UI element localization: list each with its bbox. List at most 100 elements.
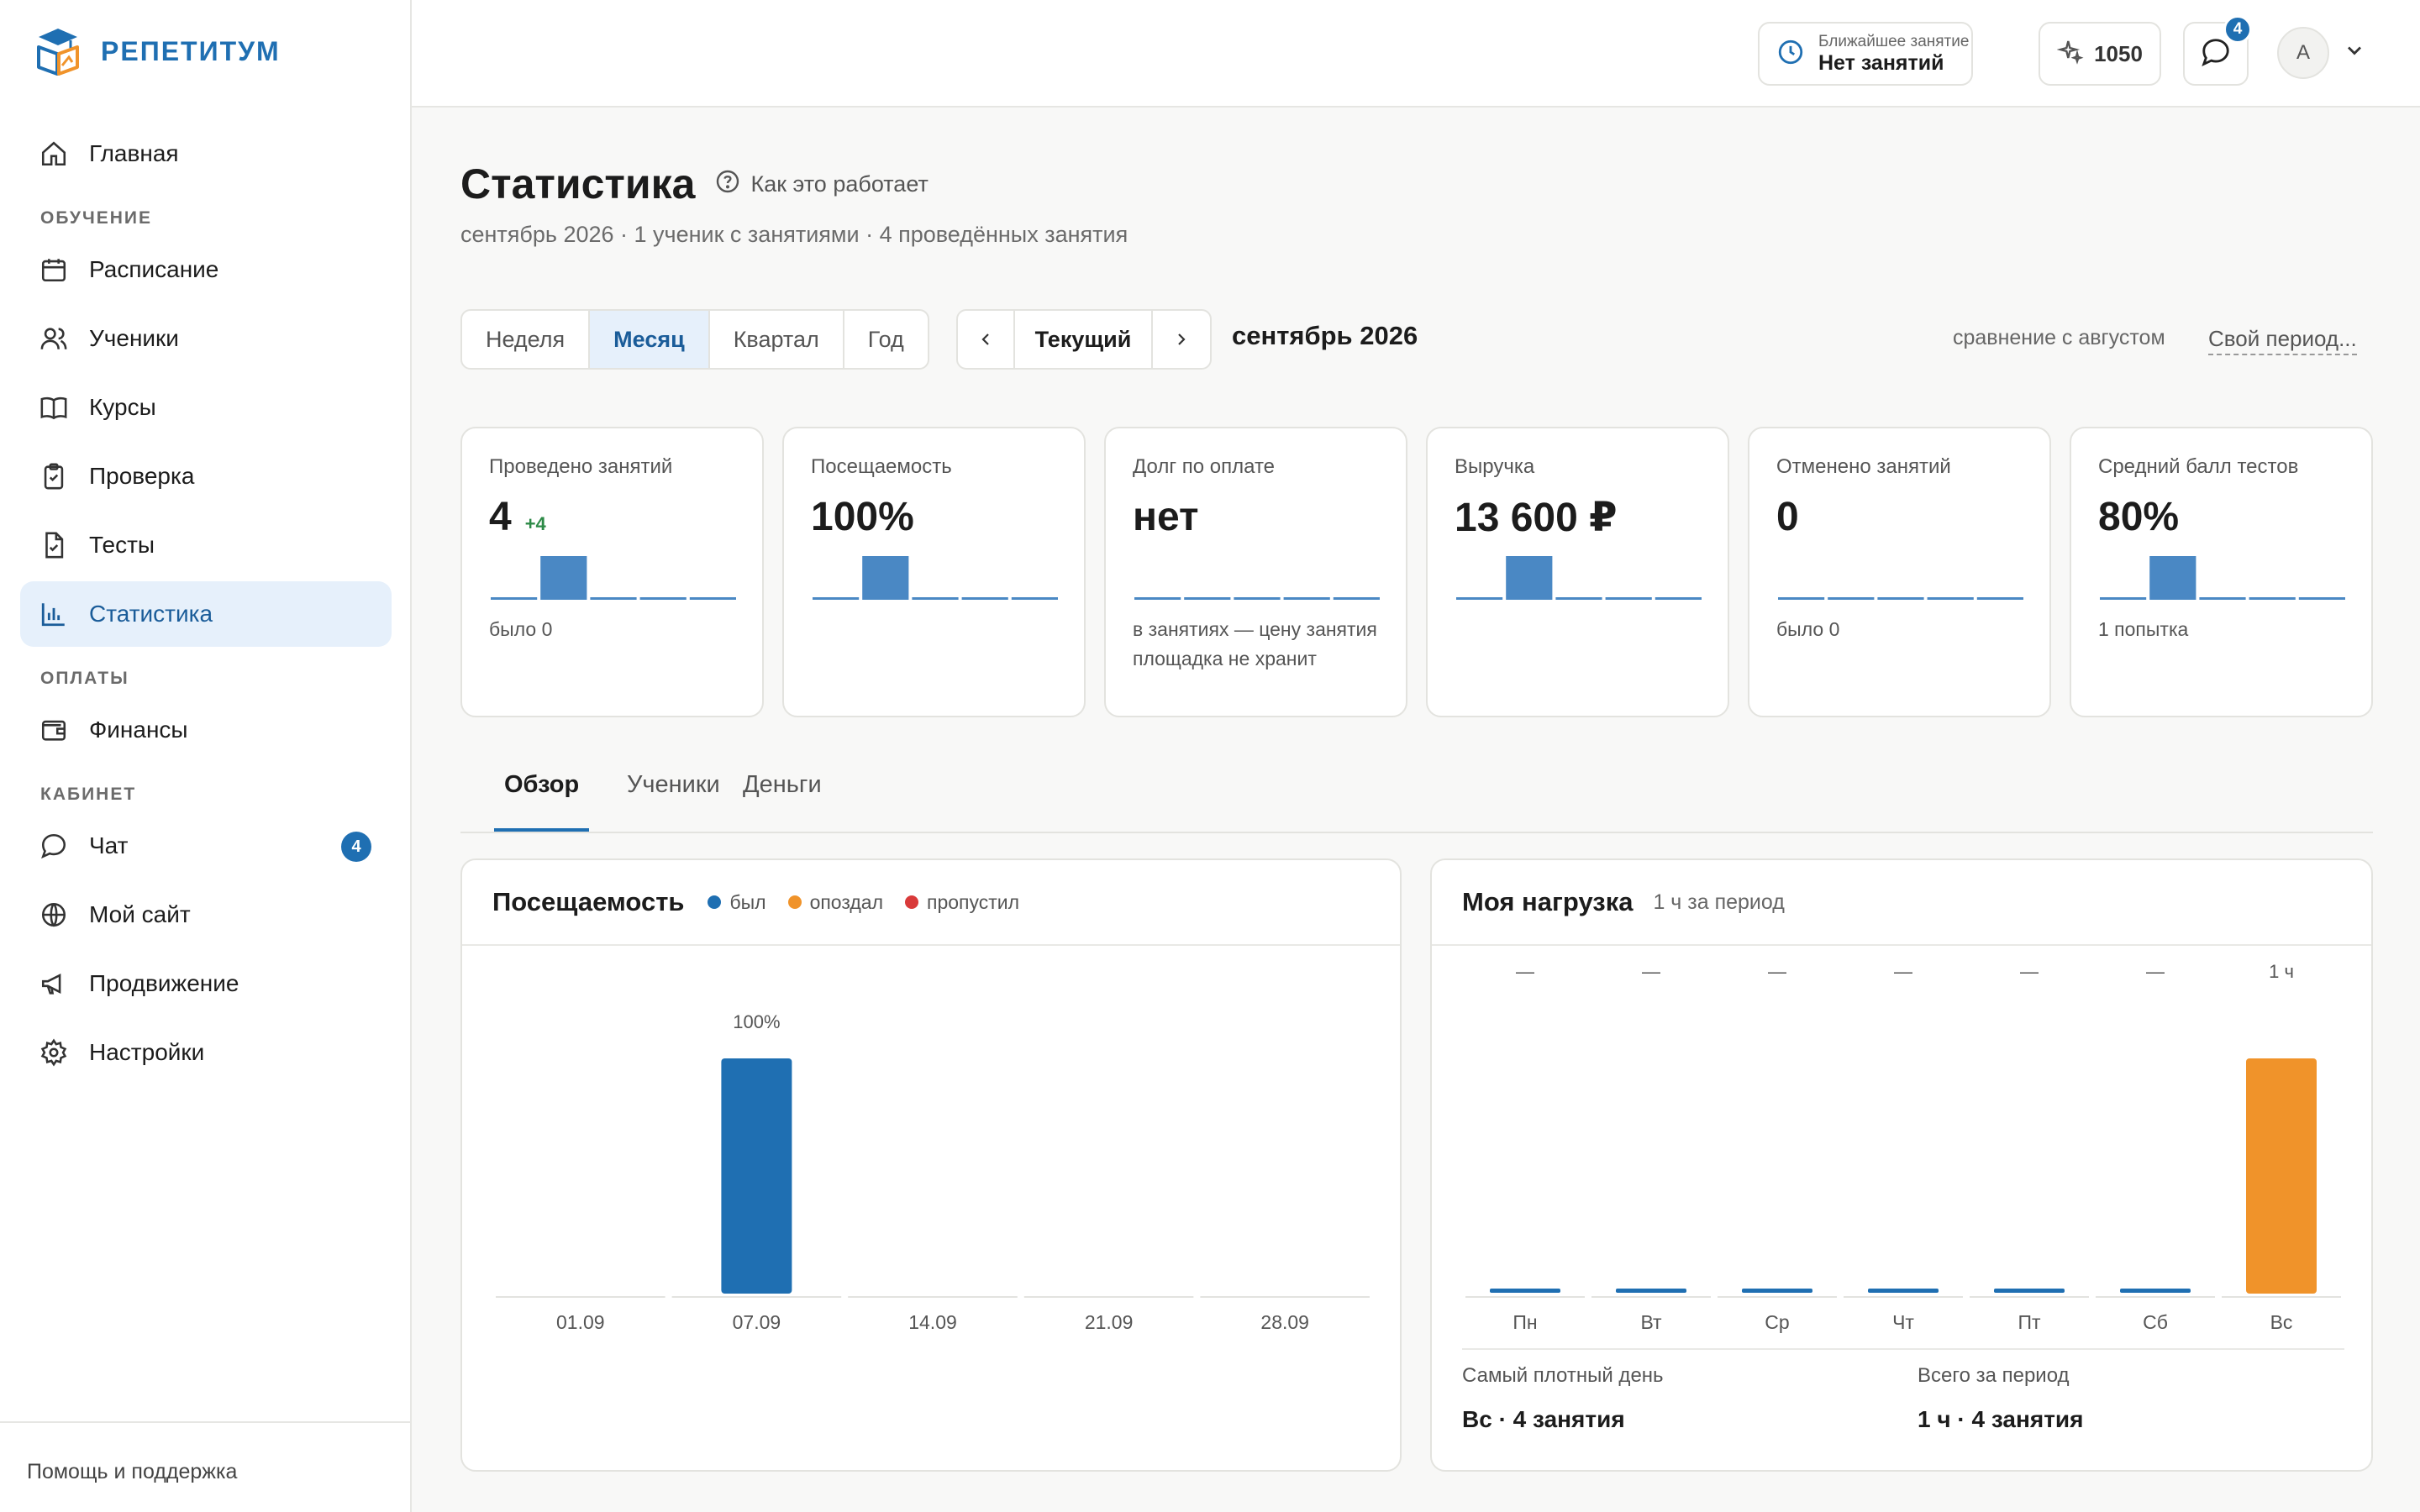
sidebar-item-settings[interactable]: Настройки bbox=[20, 1020, 392, 1085]
data-label: 1 ч bbox=[2269, 961, 2294, 982]
points-button[interactable]: 1050 bbox=[2039, 22, 2161, 86]
kpi-card-cancelled: Отменено занятий 0 было 0 bbox=[1748, 427, 2051, 717]
kpi-value: 4 bbox=[489, 495, 512, 539]
how-it-works-link[interactable]: Как это работает bbox=[714, 168, 929, 201]
x-tick-label: 01.09 bbox=[556, 1311, 605, 1333]
comparison-label: сравнение с августом bbox=[1953, 326, 2165, 349]
logo[interactable]: РЕПЕТИТУМ bbox=[34, 25, 281, 77]
attendance-chart: 01.09 07.09 100% 14.09 21.09 28.09 bbox=[496, 1011, 1370, 1333]
sparkline-bar bbox=[1184, 597, 1231, 600]
sparkline-bar bbox=[540, 556, 587, 600]
kpi-sparkline bbox=[1134, 597, 1380, 600]
x-tick-label: 07.09 bbox=[733, 1311, 781, 1333]
globe-icon bbox=[39, 900, 69, 930]
page-title: Статистика bbox=[460, 160, 696, 207]
kpi-label: Посещаемость bbox=[811, 455, 952, 478]
sparkline-bar bbox=[1456, 597, 1503, 600]
sidebar-item-tests[interactable]: Тесты bbox=[20, 512, 392, 578]
legend-label: опоздал bbox=[809, 890, 884, 913]
chevron-right-icon bbox=[1178, 333, 1186, 345]
kpi-note: было 0 bbox=[489, 618, 553, 640]
kpi-card-test-score: Средний балл тестов 80% 1 попытка bbox=[2070, 427, 2373, 717]
messages-button[interactable]: 4 bbox=[2183, 15, 2252, 86]
period-pager: Текущий bbox=[956, 309, 1212, 370]
avatar[interactable]: А bbox=[2277, 27, 2329, 79]
kpi-label: Долг по оплате bbox=[1133, 455, 1276, 478]
legend-label: пропустил bbox=[927, 890, 1020, 913]
attendance-panel: Посещаемость был опоздал пропустил 01.09… bbox=[460, 858, 1402, 1472]
chevron-left-icon bbox=[981, 333, 989, 345]
sidebar-item-label: Статистика bbox=[89, 601, 213, 627]
tab-students[interactable]: Ученики bbox=[627, 771, 720, 798]
sidebar-item-statistics[interactable]: Статистика bbox=[20, 581, 392, 647]
chart-bar bbox=[721, 1058, 792, 1294]
kpi-value: 13 600 ₽ bbox=[1455, 496, 1618, 540]
stat-value: Вс · 4 занятия bbox=[1462, 1406, 1625, 1432]
data-label: — bbox=[2020, 961, 2039, 982]
chevron-down-icon[interactable] bbox=[2343, 39, 2366, 66]
custom-period-link[interactable]: Свой период... bbox=[2208, 326, 2357, 355]
next-period-button[interactable] bbox=[1153, 311, 1210, 368]
sidebar-item-home[interactable]: Главная bbox=[20, 121, 392, 186]
messages-badge: 4 bbox=[2223, 15, 2252, 44]
sparkline-bar bbox=[1011, 597, 1058, 600]
kpi-label: Выручка bbox=[1455, 455, 1535, 478]
file-check-icon bbox=[39, 530, 69, 560]
kpi-note: было 0 bbox=[1776, 618, 1840, 640]
sidebar-item-label: Мой сайт bbox=[89, 901, 191, 927]
x-tick-label: Вт bbox=[1640, 1311, 1662, 1333]
chat-icon bbox=[39, 831, 69, 861]
sidebar-item-label: Ученики bbox=[89, 325, 179, 351]
sidebar-item-students[interactable]: Ученики bbox=[20, 306, 392, 371]
tab-overview[interactable]: Обзор bbox=[494, 771, 590, 832]
kpi-value: 100% bbox=[811, 495, 914, 539]
tab-money[interactable]: Деньги bbox=[743, 771, 822, 798]
legend-dot bbox=[905, 895, 919, 909]
range-quarter[interactable]: Квартал bbox=[710, 311, 844, 368]
home-icon bbox=[39, 139, 69, 169]
prev-period-button[interactable] bbox=[958, 311, 1015, 368]
sparkline-bar bbox=[1605, 597, 1652, 600]
chart-bar bbox=[1616, 1289, 1686, 1293]
help-support-link[interactable]: Помощь и поддержка bbox=[0, 1421, 412, 1512]
next-lesson-widget[interactable]: Ближайшее занятие Нет занятий bbox=[1758, 22, 1973, 86]
sidebar-item-schedule[interactable]: Расписание bbox=[20, 237, 392, 302]
sparkline-bar bbox=[1506, 556, 1553, 600]
sidebar-item-chat[interactable]: Чат 4 bbox=[20, 813, 392, 879]
sidebar-item-review[interactable]: Проверка bbox=[20, 444, 392, 509]
sparkline-bar bbox=[1234, 597, 1281, 600]
kpi-note: в занятиях — цену занятия площадка не хр… bbox=[1133, 618, 1377, 669]
legend-item-absent: пропустил bbox=[905, 891, 1019, 914]
sidebar-item-label: Курсы bbox=[89, 394, 156, 420]
sidebar-item-finance[interactable]: Финансы bbox=[20, 697, 392, 763]
workload-summary: Самый плотный день Вс · 4 занятия Всего … bbox=[1462, 1364, 2336, 1457]
sidebar-item-courses[interactable]: Курсы bbox=[20, 375, 392, 440]
range-year[interactable]: Год bbox=[867, 326, 904, 352]
data-label: — bbox=[1516, 961, 1534, 982]
x-tick-label: Ср bbox=[1765, 1311, 1789, 1333]
wallet-icon bbox=[39, 715, 69, 745]
help-circle-icon bbox=[714, 168, 741, 201]
next-lesson-value: Нет занятий bbox=[1818, 50, 1944, 75]
legend-dot bbox=[787, 895, 802, 909]
sidebar-item-label: Тесты bbox=[89, 532, 155, 558]
megaphone-icon bbox=[39, 969, 69, 999]
current-period-button[interactable]: Текущий bbox=[1015, 311, 1153, 368]
stat-label: Всего за период bbox=[1918, 1364, 2070, 1387]
chart-bar bbox=[1742, 1289, 1812, 1293]
sparkline-bar bbox=[1134, 597, 1181, 600]
sidebar-item-promotion[interactable]: Продвижение bbox=[20, 951, 392, 1016]
section-label-payments: ОПЛАТЫ bbox=[40, 669, 129, 688]
sparkline-bar bbox=[1828, 597, 1875, 600]
sidebar-item-label: Настройки bbox=[89, 1039, 205, 1065]
range-month[interactable]: Месяц bbox=[590, 311, 710, 368]
current-period-label: сентябрь 2026 bbox=[1232, 321, 1418, 350]
chart-bar bbox=[1490, 1289, 1560, 1293]
sparkline-bar bbox=[689, 597, 736, 600]
clipboard-check-icon bbox=[39, 461, 69, 491]
sidebar-nav: Главная ОБУЧЕНИЕ Расписание Ученики Курс… bbox=[20, 121, 392, 1089]
sidebar-item-my-site[interactable]: Мой сайт bbox=[20, 882, 392, 948]
sparkline-bar bbox=[1877, 597, 1924, 600]
range-week[interactable]: Неделя bbox=[462, 311, 591, 368]
range-selector: Неделя Месяц Квартал Год bbox=[460, 309, 929, 370]
